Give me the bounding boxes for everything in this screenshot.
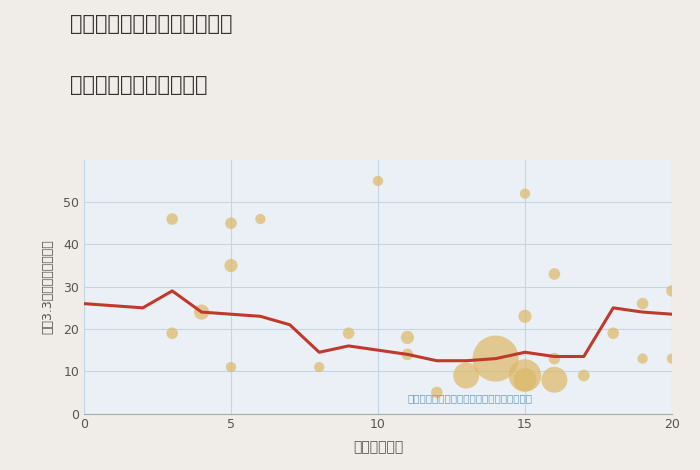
Point <box>490 355 501 362</box>
Point <box>608 329 619 337</box>
Point <box>666 355 678 362</box>
Point <box>196 308 207 316</box>
Point <box>225 219 237 227</box>
Point <box>666 287 678 295</box>
Point <box>314 363 325 371</box>
Point <box>637 300 648 307</box>
Point <box>519 190 531 197</box>
Point <box>461 372 472 379</box>
Point <box>402 334 413 341</box>
Y-axis label: 坪（3.3㎡）単価（万円）: 坪（3.3㎡）単価（万円） <box>42 239 55 334</box>
Point <box>519 313 531 320</box>
Point <box>637 355 648 362</box>
Point <box>549 376 560 384</box>
Point <box>372 177 384 185</box>
Point <box>519 376 531 384</box>
Text: 円の大きさは、取引のあった物件面積を示す: 円の大きさは、取引のあった物件面積を示す <box>407 393 533 403</box>
Point <box>549 355 560 362</box>
Point <box>343 329 354 337</box>
Point <box>431 389 442 396</box>
X-axis label: 駅距離（分）: 駅距離（分） <box>353 440 403 454</box>
Point <box>402 351 413 358</box>
Point <box>578 372 589 379</box>
Point <box>549 270 560 278</box>
Point <box>519 372 531 379</box>
Point <box>167 329 178 337</box>
Text: 岐阜県養老郡養老町口ヶ島の: 岐阜県養老郡養老町口ヶ島の <box>70 14 232 34</box>
Point <box>167 215 178 223</box>
Text: 駅距離別中古戸建て価格: 駅距離別中古戸建て価格 <box>70 75 207 95</box>
Point <box>225 363 237 371</box>
Point <box>255 215 266 223</box>
Point <box>225 262 237 269</box>
